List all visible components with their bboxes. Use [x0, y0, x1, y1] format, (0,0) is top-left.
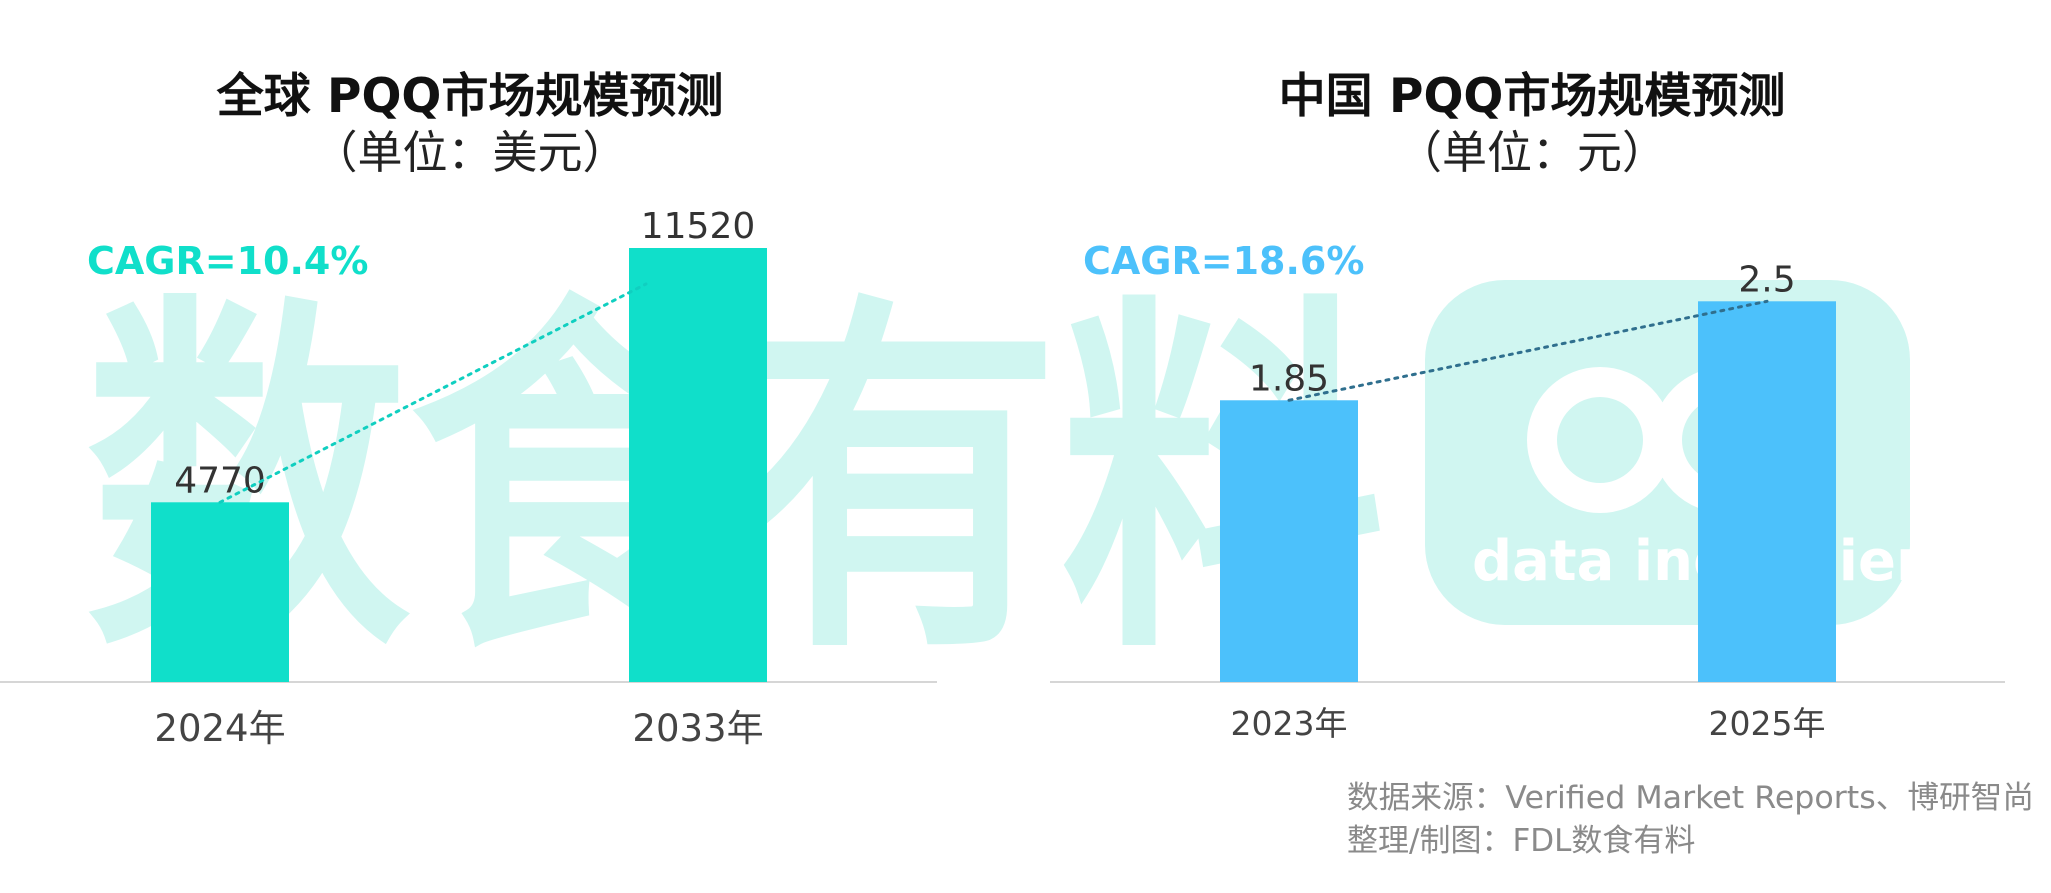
trend-line: [218, 282, 648, 504]
x-tick-label: 2023年: [1231, 704, 1348, 743]
data-label: 1.85: [1249, 358, 1329, 399]
chart-title: 全球 PQQ市场规模预测: [216, 69, 724, 124]
x-tick-label: 2025年: [1709, 704, 1826, 743]
source-note: 数据来源：Verified Market Reports、博研智尚 整理/制图：…: [1347, 780, 2034, 859]
bar: [1220, 400, 1358, 682]
bars-global: 4770 2024年 11520 2033年: [151, 206, 767, 750]
chart-title: 中国 PQQ市场规模预测: [1279, 69, 1786, 124]
cagr-label: CAGR=18.6%: [1083, 239, 1364, 283]
bars-china: 1.85 2023年 2.5 2025年: [1220, 259, 1836, 743]
bar: [629, 248, 767, 682]
data-label: 4770: [174, 460, 266, 501]
bar: [151, 502, 289, 682]
x-tick-label: 2033年: [632, 707, 763, 750]
chart-global: 全球 PQQ市场规模预测 （单位：美元） CAGR=10.4% 4770 2024…: [0, 69, 937, 750]
x-tick-label: 2024年: [154, 707, 285, 750]
chart-china: 中国 PQQ市场规模预测 （单位：元） CAGR=18.6% 1.85 2023年…: [1050, 69, 2005, 743]
cagr-label: CAGR=10.4%: [87, 239, 368, 283]
watermark: 数食有料 data ingredient: [85, 268, 1963, 698]
bar: [1698, 301, 1836, 682]
trend-line: [1287, 299, 1769, 402]
data-label: 11520: [641, 206, 756, 247]
data-label: 2.5: [1738, 259, 1795, 300]
chart-subtitle: （单位：美元）: [312, 126, 627, 179]
chart-subtitle: （单位：元）: [1397, 126, 1667, 179]
source-line-2: 整理/制图：FDL数食有料: [1347, 823, 1695, 859]
source-line-1: 数据来源：Verified Market Reports、博研智尚: [1347, 780, 2034, 816]
